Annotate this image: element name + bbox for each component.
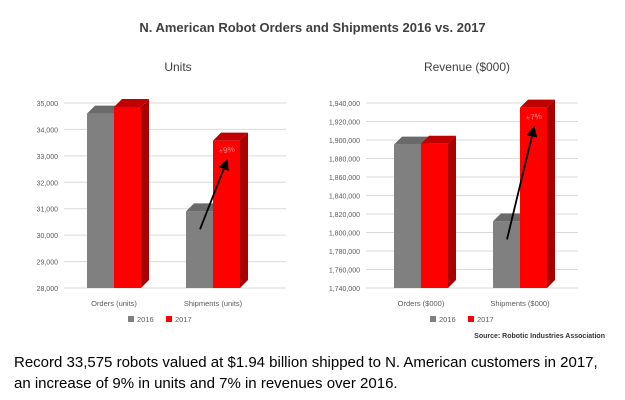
revenue-bar-2017-0 <box>421 135 456 288</box>
units-y-tick-label: 33,000 <box>37 154 59 161</box>
units-growth-annotation: +9% <box>218 145 235 156</box>
units-growth-arrow <box>199 158 229 230</box>
revenue-bar-2016-1-top <box>493 213 528 222</box>
caption-line-2: an increase of 9% in units and 7% in rev… <box>14 375 398 392</box>
revenue-y-tick-label: 1,840,000 <box>329 194 360 201</box>
revenue-bar-2017-1 <box>520 99 555 288</box>
revenue-bar-2017-0-top <box>421 135 456 144</box>
units-legend-swatch-2016 <box>128 316 134 322</box>
units-y-tick-label: 31,000 <box>37 207 59 214</box>
units-y-tick-label: 32,000 <box>37 180 59 187</box>
revenue-legend-swatch-2016 <box>430 316 436 322</box>
revenue-bar-2016-1-front <box>493 221 520 288</box>
revenue-y-tick-label: 1,900,000 <box>329 138 360 145</box>
revenue-y-tick-label: 1,860,000 <box>329 175 360 182</box>
revenue-legend-swatch-2017 <box>468 316 474 322</box>
revenue-y-tick-label: 1,880,000 <box>329 157 360 164</box>
units-bar-2016-1-front <box>186 211 213 288</box>
revenue-y-tick-label: 1,740,000 <box>329 286 360 293</box>
units-bar-2017-0-top <box>114 98 149 107</box>
revenue-bar-2017-1-front <box>520 107 547 288</box>
units-legend-swatch-2017 <box>166 316 172 322</box>
revenue-bar-2017-1-top <box>520 99 555 108</box>
units-bar-2016-0-front <box>87 113 114 288</box>
units-y-tick-label: 28,000 <box>37 286 59 293</box>
revenue-category-label: Shipments ($000) <box>490 299 550 308</box>
revenue-legend-label-2017: 2017 <box>477 315 494 324</box>
source-note: Source: Robotic Industries Association <box>474 333 605 340</box>
units-y-tick-label: 34,000 <box>37 127 59 134</box>
revenue-y-tick-label: 1,760,000 <box>329 268 360 275</box>
revenue-y-tick-label: 1,820,000 <box>329 212 360 219</box>
units-category-label: Orders (units) <box>91 299 137 308</box>
units-bar-2017-1-side <box>240 132 248 288</box>
revenue-category-label: Orders ($000) <box>398 299 445 308</box>
bar-charts-svg: 28,000 29,000 30,000 31,000 32,000 33,000 34,0… <box>37 98 578 324</box>
revenue-growth-annotation: +7% <box>525 112 542 123</box>
revenue-bar-2017-0-front <box>421 143 448 288</box>
units-bar-2016-0-top <box>87 105 122 114</box>
units-panel-title: Units <box>164 60 192 74</box>
revenue-y-tick-label: 1,800,000 <box>329 231 360 238</box>
revenue-y-tick-label: 1,780,000 <box>329 249 360 256</box>
revenue-y-tick-label: 1,940,000 <box>329 101 360 108</box>
revenue-legend-label-2016: 2016 <box>439 315 456 324</box>
units-bar-2017-1-top <box>213 132 248 141</box>
revenue-bar-2017-0-side <box>448 135 456 288</box>
units-bar-2017-1 <box>213 132 248 288</box>
units-category-label: Shipments (units) <box>184 299 243 308</box>
caption: Record 33,575 robots valued at $1.94 bil… <box>14 352 614 394</box>
units-y-tick-label: 29,000 <box>37 260 59 267</box>
units-y-tick-label: 35,000 <box>37 101 59 108</box>
revenue-bar-2016-0-front <box>394 144 421 288</box>
units-bar-2017-0 <box>114 98 149 288</box>
revenue-bar-2017-1-side <box>547 99 555 288</box>
units-bar-2017-0-side <box>141 98 149 288</box>
chart-figure: N. American Robot Orders and Shipments 2… <box>37 20 605 340</box>
caption-line-1: Record 33,575 robots valued at $1.94 bil… <box>14 354 598 371</box>
units-y-tick-label: 30,000 <box>37 233 59 240</box>
revenue-growth-arrow <box>506 125 538 240</box>
revenue-bar-2016-0-top <box>394 136 429 145</box>
revenue-y-tick-label: 1,920,000 <box>329 120 360 127</box>
revenue-panel-title: Revenue ($000) <box>423 60 511 74</box>
units-legend-label-2016: 2016 <box>137 315 154 324</box>
units-legend-label-2017: 2017 <box>175 315 192 324</box>
units-bar-2016-1-top <box>186 203 221 212</box>
chart-main-title: N. American Robot Orders and Shipments 2… <box>139 20 486 35</box>
units-bar-2017-0-front <box>114 106 141 288</box>
